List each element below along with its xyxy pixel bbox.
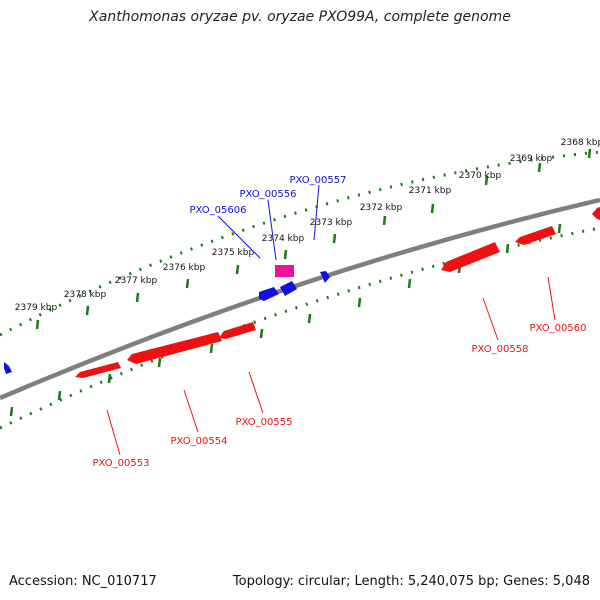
gene-arrow-pxo00553[interactable] [75,362,121,378]
tick-label: 2372 kbp [360,203,403,213]
tick-mark [57,390,62,401]
gene-rna-pxo05606[interactable] [275,265,294,277]
gene-label-pxo00560[interactable]: PXO_00560 [530,323,587,334]
tick-label: 2369 kbp [510,154,553,164]
accession-label: Accession: NC_010717 [9,574,157,589]
tick-group: 2368 kbp 2369 kbp 2370 kbp 2371 kbp 2372 kbp… [9,138,600,417]
tick-mark [484,175,489,186]
gene-leader-line [482,297,499,341]
tick-label: 2371 kbp [409,186,452,196]
tick-mark [9,406,14,417]
tick-label: 2375 kbp [212,248,255,258]
tick-mark [209,343,214,354]
gene-leader-line [267,199,277,261]
tick-label: 2373 kbp [310,218,353,228]
gene-label-pxo05606[interactable]: PXO_05606 [190,205,247,216]
tick-label: 2377 kbp [115,276,158,286]
gene-arrow-pxo00555[interactable] [219,322,256,339]
tick-mark [505,243,510,254]
tick-mark [357,297,362,308]
tick-mark [587,148,592,159]
gene-label-pxo00558[interactable]: PXO_00558 [472,344,529,355]
tick-label: 2378 kbp [64,290,107,300]
gene-arrow-pxo00558[interactable] [441,242,500,272]
gene-label-pxo00557[interactable]: PXO_00557 [290,175,347,186]
gene-label-pxo00553[interactable]: PXO_00553 [93,458,150,469]
gene-leader-line [547,276,556,321]
gene-arrow-pxo00560[interactable] [515,226,556,245]
tick-label: 2379 kbp [15,303,58,313]
gene-label-pxo00556[interactable]: PXO_00556 [240,189,297,200]
tick-label: 2370 kbp [459,171,502,181]
gene-label-pxo00554[interactable]: PXO_00554 [171,436,228,447]
tick-label: 2376 kbp [163,263,206,273]
tick-mark [307,313,312,324]
tick-mark [157,357,162,368]
tick-mark [35,319,40,330]
tick-mark [430,203,435,214]
tick-mark [407,278,412,289]
gene-leader-line [106,409,121,456]
tick-mark [332,233,337,244]
inner-dotted-track [0,226,600,430]
tick-mark [557,223,562,234]
tick-label: 2374 kbp [262,234,305,244]
tick-mark [537,162,542,173]
tick-mark [382,215,387,226]
tick-mark [283,249,288,260]
labels-group: PXO_05606 PXO_00556 PXO_00557 PXO_00553 PXO_… [93,175,587,469]
tick-mark [107,373,112,384]
gene-leader-line [248,371,264,414]
gene-arrow-blue-right[interactable] [320,271,330,283]
tick-mark [85,305,90,316]
gene-arrow-small-left[interactable] [4,362,12,374]
reverse-genes [75,207,600,378]
tick-mark [135,292,140,303]
gene-arrow-offscreen[interactable] [592,207,600,220]
tick-label: 2368 kbp [561,138,600,148]
gene-leader-line [217,215,261,259]
genome-summary: Topology: circular; Length: 5,240,075 bp… [232,574,590,589]
gene-leader-line [183,389,199,433]
gene-arrow-pxo00556[interactable] [259,287,279,301]
tick-mark [259,328,264,339]
gene-arrow-pxo00554[interactable] [127,332,222,364]
map-title: Xanthomonas oryzae pv. oryzae PXO99A, co… [89,9,511,25]
gene-label-pxo00555[interactable]: PXO_00555 [236,417,293,428]
genome-backbone [0,197,600,401]
tick-mark [235,264,240,275]
forward-genes [4,265,330,374]
gene-arrow-pxo00557[interactable] [280,281,297,296]
tick-mark [185,278,190,289]
gene-leader-line [313,184,320,241]
